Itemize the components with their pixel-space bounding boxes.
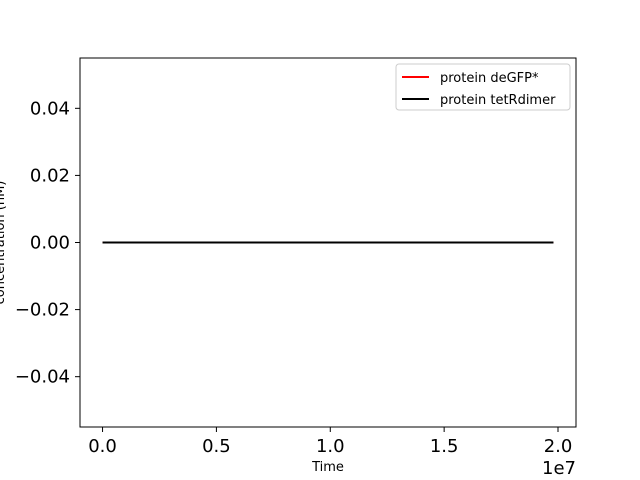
x-tick-label: 1.5 — [430, 436, 459, 457]
x-tick-label: 1.0 — [316, 436, 345, 457]
x-tick-label: 2.0 — [544, 436, 573, 457]
x-axis-label: Time — [311, 460, 344, 475]
y-tick-label: −0.02 — [15, 300, 70, 321]
y-tick-label: 0.00 — [30, 233, 70, 254]
y-tick-label: 0.02 — [30, 165, 70, 186]
x-tick-label: 0.0 — [88, 436, 117, 457]
legend-label: protein deGFP* — [440, 71, 539, 86]
y-tick-label: −0.04 — [15, 367, 70, 388]
x-axis-offset-label: 1e7 — [542, 458, 576, 479]
legend: protein deGFP* protein tetRdimer — [395, 63, 571, 111]
y-axis-label: concentration (nM) — [0, 181, 8, 305]
legend-box — [395, 63, 571, 111]
legend-label: protein tetRdimer — [440, 93, 556, 108]
x-tick-label: 0.5 — [202, 436, 231, 457]
axis-layer: 0.0 0.5 1.0 1.5 2.0 0.04 0.02 0.00 −0.02 −0.04 — [15, 57, 577, 457]
y-tick-label: 0.04 — [30, 98, 70, 119]
